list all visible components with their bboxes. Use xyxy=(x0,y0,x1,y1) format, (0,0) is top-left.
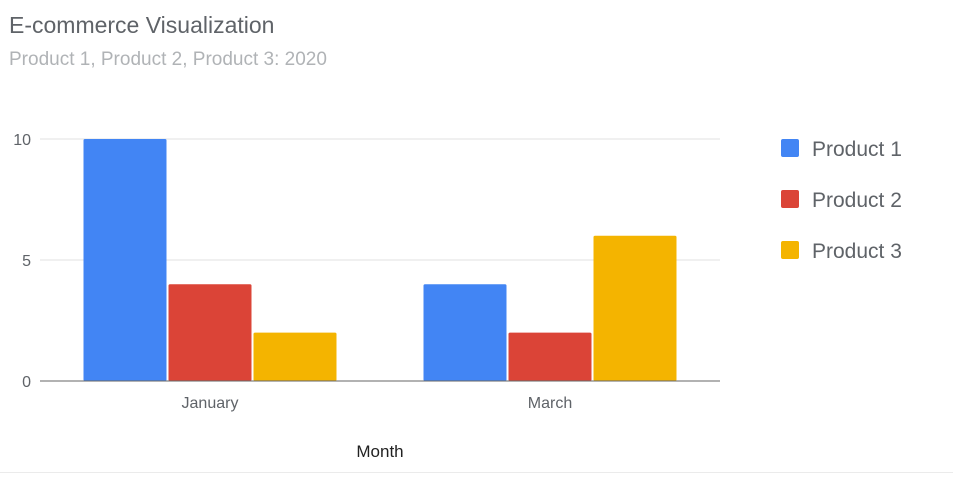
x-tick-label: January xyxy=(182,395,239,412)
legend-swatch xyxy=(781,241,799,259)
bar[interactable] xyxy=(168,284,252,381)
legend-label: Product 3 xyxy=(812,240,902,263)
bar[interactable] xyxy=(508,332,592,381)
bar[interactable] xyxy=(593,235,677,381)
chart-title: E-commerce Visualization xyxy=(9,12,275,38)
bar[interactable] xyxy=(253,332,337,381)
x-axis-title: Month xyxy=(356,442,403,461)
x-tick-label: March xyxy=(528,395,572,412)
y-tick-label: 5 xyxy=(22,253,31,270)
bar[interactable] xyxy=(83,139,167,381)
legend-label: Product 1 xyxy=(812,138,902,161)
y-tick-label: 10 xyxy=(13,132,31,149)
legend-label: Product 2 xyxy=(812,189,902,212)
footer-divider xyxy=(0,472,953,473)
legend-swatch xyxy=(781,190,799,208)
y-tick-label: 0 xyxy=(22,374,31,391)
axes: 0 5 10 January March Month xyxy=(13,132,720,461)
legend: Product 1 Product 2 Product 3 xyxy=(781,138,902,263)
bars xyxy=(83,139,677,381)
legend-swatch xyxy=(781,139,799,157)
chart-subtitle: Product 1, Product 2, Product 3: 2020 xyxy=(9,49,327,70)
bar[interactable] xyxy=(423,284,507,381)
